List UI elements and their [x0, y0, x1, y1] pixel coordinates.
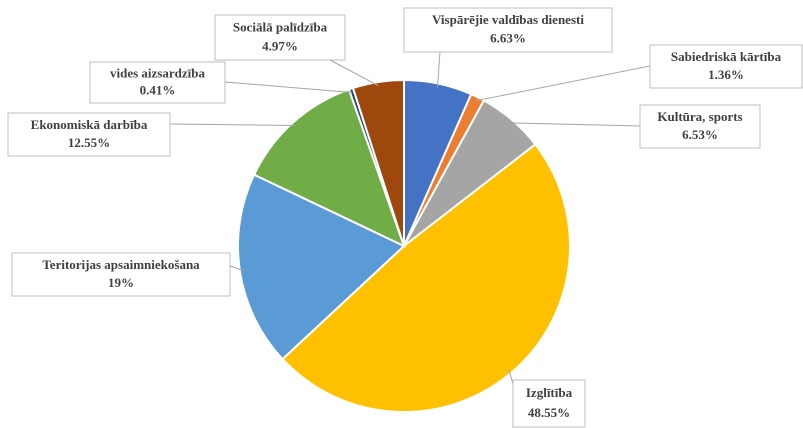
- slice-value-label: 48.55%: [528, 405, 570, 420]
- leader-line: [437, 51, 441, 88]
- slice-label: vides aizsardzība: [110, 65, 205, 80]
- label-box: [11, 252, 231, 297]
- leader-line: [509, 122, 641, 127]
- pie-slice: [237, 173, 406, 361]
- label-box: [403, 7, 613, 53]
- slice-label: Kultūra, sports: [657, 109, 742, 124]
- pie-slice: [351, 78, 405, 247]
- slice-value-label: 6.53%: [682, 127, 718, 142]
- slice-label: Sabiedriskā kārtība: [671, 49, 782, 64]
- slice-label: Teritorijas apsaimniekošana: [42, 257, 200, 272]
- leader-line: [329, 59, 380, 87]
- label-box: [639, 104, 761, 149]
- label-box: [512, 379, 586, 428]
- slice-value-label: 6.63%: [490, 31, 526, 46]
- label-box: [214, 14, 346, 61]
- pie-slice: [252, 88, 406, 248]
- slice-value-label: 12.55%: [68, 135, 110, 150]
- slice-value-label: 0.41%: [140, 83, 176, 98]
- label-box: [7, 112, 171, 157]
- label-box: [89, 61, 226, 104]
- pie-slice: [281, 143, 571, 413]
- leader-line: [224, 81, 353, 93]
- slice-value-label: 4.97%: [262, 38, 298, 53]
- slice-label: Ekonomiskā darbība: [31, 117, 148, 132]
- slice-label: Izglītība: [526, 385, 573, 400]
- slice-value-label: 19%: [108, 275, 134, 290]
- slice-value-label: 1.36%: [708, 67, 744, 82]
- leader-line: [229, 265, 245, 272]
- label-box: [649, 44, 803, 89]
- leader-line: [508, 369, 514, 385]
- slice-label: Sociālā palīdzība: [233, 19, 328, 34]
- leader-line: [169, 123, 296, 127]
- leader-line: [475, 65, 651, 102]
- slice-label: Vispārējie valdības dienesti: [432, 12, 584, 27]
